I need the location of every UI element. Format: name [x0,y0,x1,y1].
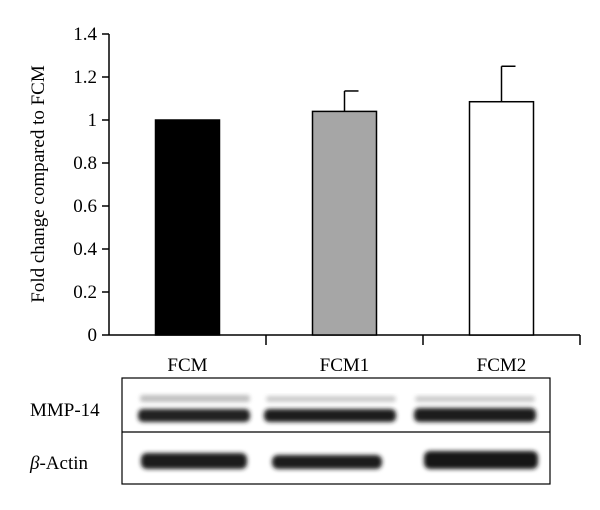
y-tick-label: 1.2 [73,67,97,88]
blot-band [272,455,382,469]
x-category-dividers [265,335,581,345]
bar-chart: Fold change compared to FCM 0 0.2 0.4 0.6 0.… [28,24,581,376]
y-tick-label: 0.2 [73,282,97,303]
greek-beta: β [29,453,40,474]
error-bars [343,65,516,112]
actin-bands [141,451,538,469]
blot-band [138,409,250,422]
y-tick-label: 0.4 [73,239,97,260]
blot-band [414,408,536,422]
blot-band [415,396,535,402]
x-tick-labels: FCM FCM1 FCM2 [167,355,526,376]
y-tick-label: 1.4 [73,24,97,45]
y-tick-label: 0 [88,325,98,346]
blot-band [140,395,250,402]
y-tick-label: 1 [88,110,98,131]
blot-label-actin: β-Actin [29,453,89,474]
bar-fcm1 [311,110,378,336]
blot-label-mmp14: MMP-14 [30,400,100,421]
blot-band [141,453,247,469]
y-axis-label: Fold change compared to FCM [28,65,49,303]
mmp14-bands [138,395,536,422]
western-blot: MMP-14 β-Actin [29,377,551,485]
y-ticks: 0 0.2 0.4 0.6 0.8 1 1.2 1.4 [73,24,109,346]
y-tick-label: 0.8 [73,153,97,174]
x-tick-label: FCM2 [477,355,527,376]
blot-band [266,396,396,402]
bar-fcm [154,119,221,336]
blot-band [264,409,396,422]
bars [154,100,535,336]
bar-fcm2 [468,100,535,336]
y-tick-label: 0.6 [73,196,97,217]
x-tick-label: FCM1 [320,355,370,376]
x-tick-label: FCM [167,355,207,376]
blot-band [424,451,538,469]
